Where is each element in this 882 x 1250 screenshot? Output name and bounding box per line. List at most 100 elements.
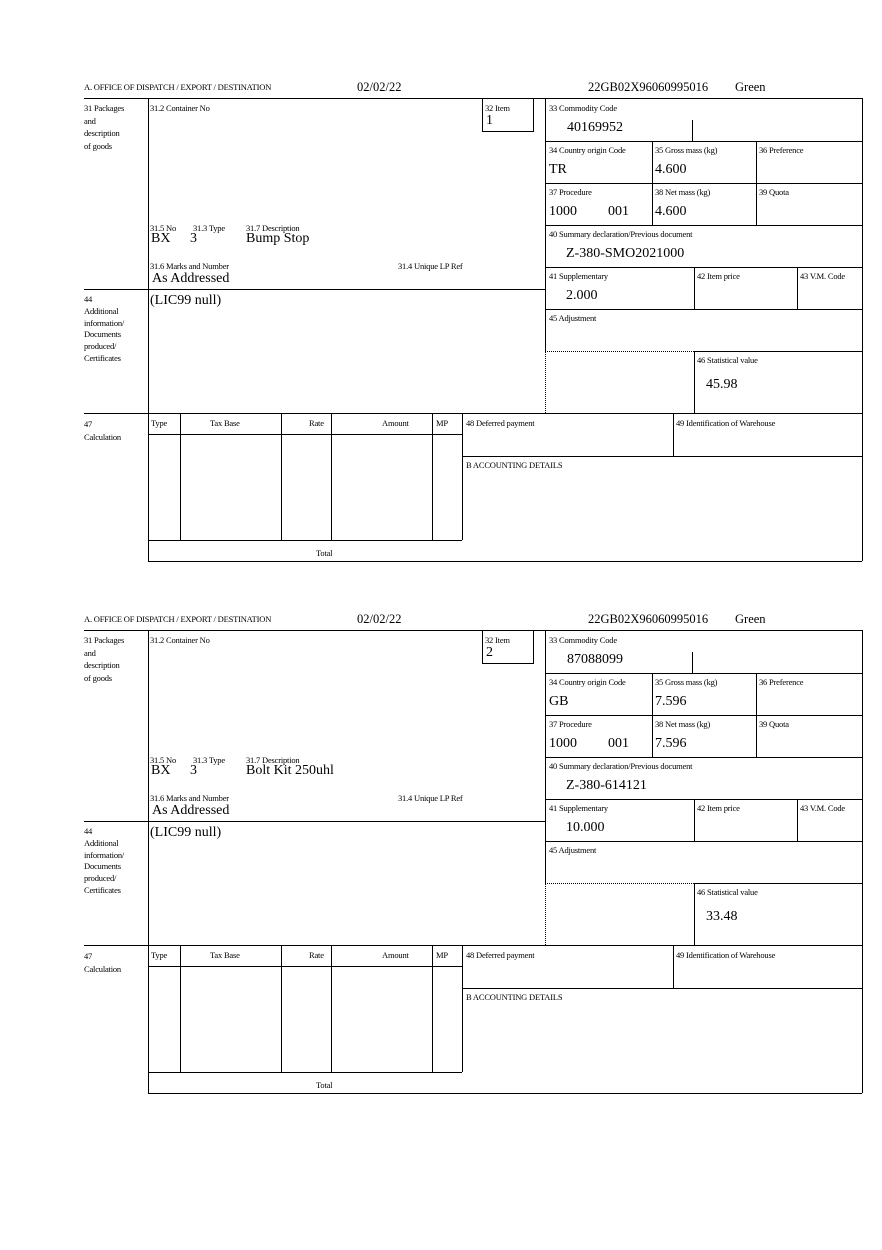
calculation-label: Calculation [84,431,121,442]
accounting-details-label: B ACCOUNTING DETAILS [466,992,563,1002]
gross-mass-label: 35 Gross mass (kg) [655,145,718,155]
reference-value: 22GB02X96060995016 [588,80,709,94]
date-value: 02/02/22 [357,80,402,94]
calc-column-header: Tax Base [210,418,240,428]
calc-column-header: Rate [309,418,324,428]
rule-line [694,799,695,841]
rule-line [462,945,463,1072]
net-mass-label: 38 Net mass (kg) [655,719,711,729]
net-mass-label: 38 Net mass (kg) [655,187,711,197]
preference-label: 36 Preference [759,677,804,687]
rule-line [545,141,862,142]
deferred-payment-label: 48 Deferred payment [466,950,535,960]
supplementary-value: 2.000 [566,288,598,303]
procedure-additional-value: 001 [608,736,629,751]
net-mass-value: 7.596 [655,736,687,751]
type-value: 3 [190,763,197,778]
packages-label: and [84,115,96,126]
item-value: 2 [486,645,493,660]
date-value: 02/02/22 [357,612,402,626]
right-border [862,98,863,561]
item-value: 1 [486,113,493,128]
additional-info-label: Certificates [84,885,121,895]
country-origin-value: TR [549,162,567,177]
statistical-value-label: 46 Statistical value [697,887,758,897]
rule-line [84,945,862,946]
rule-line [545,98,546,350]
adjustment-label: 45 Adjustment [549,845,597,855]
rule-line [462,456,862,457]
rule-line [84,413,862,414]
packages-label: of goods [84,140,112,151]
rule-line [797,267,798,309]
rule-line [673,945,674,988]
item-number-box [482,98,534,132]
description-label: 31.7 Description [246,755,300,765]
summary-declaration-label: 40 Summary declaration/Previous document [549,229,693,239]
rule-line [148,1072,462,1073]
rule-line [545,715,862,716]
vm-code-label: 43 V.M. Code [800,271,845,281]
bottom-border [148,1093,862,1094]
rule-line [545,757,862,758]
rule-line [673,413,674,456]
warehouse-label: 49 Identification of Warehouse [676,418,776,428]
rule-line [545,630,546,882]
rule-line [148,434,462,435]
additional-info-value: (LIC99 null) [150,293,222,308]
dotted-divider [545,351,694,352]
rule-line [652,673,653,757]
type-label: 31.3 Type [193,755,225,765]
rule-line [694,267,695,309]
no-label: 31.5 No [150,755,176,765]
country-origin-label: 34 Country origin Code [549,677,626,687]
unique-lp-ref-label: 31.4 Unique LP Ref [398,793,463,803]
country-origin-label: 34 Country origin Code [549,145,626,155]
country-origin-value: GB [549,694,569,709]
gross-mass-label: 35 Gross mass (kg) [655,677,718,687]
gross-mass-value: 7.596 [655,694,687,709]
gross-mass-value: 4.600 [655,162,687,177]
adjustment-label: 45 Adjustment [549,313,597,323]
calc-column-header: Amount [382,950,409,960]
rule-line [545,673,862,674]
previous-document-value: Z-380-SMO2021000 [566,246,685,261]
rule-line [545,309,862,310]
calc-column-header: MP [436,950,448,960]
additional-info-label: produced/ [84,873,117,884]
reference-value: 22GB02X96060995016 [588,612,709,626]
packages-label: and [84,647,96,658]
top-border [84,630,862,631]
office-label: A. OFFICE OF DISPATCH / EXPORT / DESTINA… [84,614,272,624]
vm-code-label: 43 V.M. Code [800,803,845,813]
procedure-value: 1000 [549,736,577,751]
rule-line [692,120,693,141]
calculation-label: 47 [84,951,93,961]
description-value: Bolt Kit 250uhl [246,763,334,778]
route-value: Green [735,80,766,94]
item-label: 32 Item [485,103,510,113]
no-value: BX [151,763,171,778]
type-label: 31.3 Type [193,223,225,233]
right-border [862,630,863,1093]
marks-label: 31.6 Marks and Number [150,793,229,803]
rule-line [545,267,862,268]
declaration-item-form: A. OFFICE OF DISPATCH / EXPORT / DESTINA… [0,80,882,570]
rule-line [545,799,862,800]
total-label: Total [316,548,333,558]
calc-column-header: Rate [309,950,324,960]
rule-line [148,540,462,541]
dotted-divider [545,883,694,884]
item-label: 32 Item [485,635,510,645]
calculation-label: 47 [84,419,93,429]
packages-label: 31 Packages [84,635,125,645]
preference-label: 36 Preference [759,145,804,155]
rule-line [756,673,757,757]
dotted-divider [545,882,546,945]
no-label: 31.5 No [150,223,176,233]
rule-line [545,841,862,842]
calc-column-divider [281,413,282,540]
additional-info-label: produced/ [84,341,117,352]
rule-line [84,821,545,822]
rule-line [694,883,862,884]
